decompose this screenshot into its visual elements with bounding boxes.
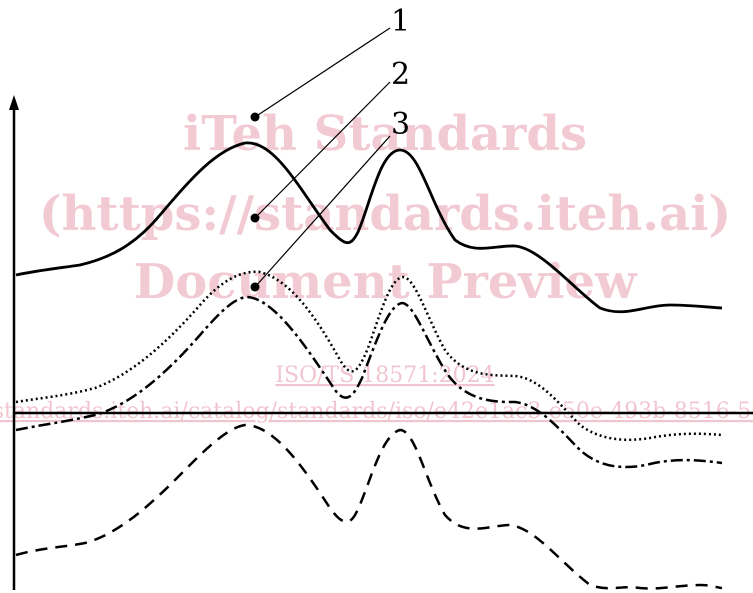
watermark: iTeh Standards (https://standards.iteh.a… — [0, 106, 753, 424]
curve-dash-dot — [15, 295, 723, 469]
axes — [9, 95, 753, 590]
callout-1: 1 — [250, 4, 410, 122]
callout-3-marker — [250, 282, 260, 292]
watermark-catalog-link: https://standards.iteh.ai/catalog/standa… — [0, 399, 753, 424]
callout-3-leader — [254, 135, 391, 288]
watermark-title: iTeh Standards — [183, 106, 587, 162]
curve-dashed — [15, 423, 723, 590]
callout-2-label: 2 — [391, 57, 410, 92]
callout-3: 3 — [250, 107, 410, 292]
y-axis-arrowhead — [9, 95, 19, 110]
callout-2: 2 — [250, 57, 410, 223]
callout-3-label: 3 — [391, 107, 410, 142]
callout-2-marker — [250, 213, 260, 223]
callout-1-label: 1 — [391, 4, 410, 39]
curve-dotted — [15, 270, 723, 441]
callout-2-leader — [254, 81, 391, 219]
watermark-standard-id: ISO/TS 18571:2024 — [275, 363, 494, 388]
watermark-url: (https://standards.iteh.ai) — [39, 186, 731, 242]
curve-solid — [15, 141, 723, 314]
callout-1-leader — [254, 27, 391, 118]
watermark-preview: Document Preview — [134, 254, 638, 310]
callout-1-marker — [250, 112, 260, 122]
